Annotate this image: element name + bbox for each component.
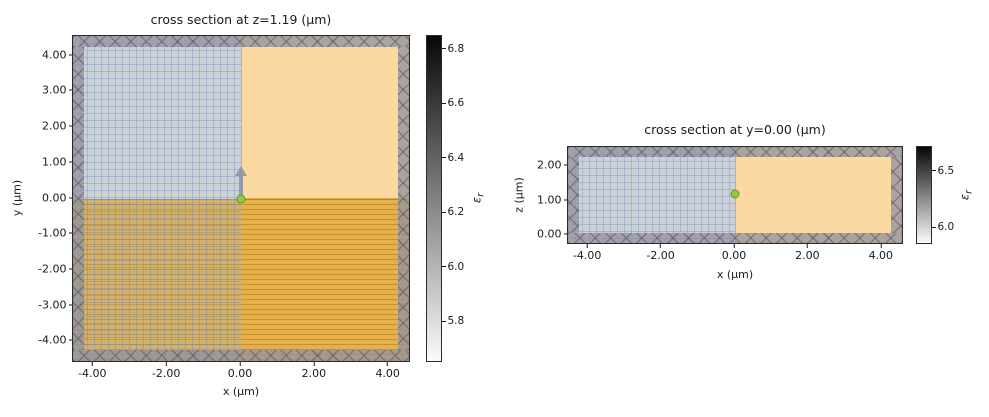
y-tick: 0.00: [537, 228, 567, 241]
plot-title: cross section at z=1.19 (μm): [150, 12, 332, 27]
y-tick: 4.00: [42, 48, 72, 61]
pml-boundary-top: [568, 147, 902, 157]
x-axis-label: x (μm): [222, 385, 260, 398]
y-tick: -3.00: [38, 298, 72, 311]
y-axis-ticks: 4.00 3.00 2.00 1.00 0.00 -1.00 -2.00 -3.00 -4.00: [12, 35, 72, 362]
epsilon-subscript: r: [963, 189, 975, 194]
colorbar-ticks: 6.5 6.0: [932, 146, 972, 244]
x-tick: 0.00: [228, 362, 252, 380]
x-tick: 4.00: [375, 362, 400, 380]
arrow-shaft: [239, 176, 243, 199]
x-tick: 2.00: [795, 244, 820, 262]
y-tick: 3.00: [42, 84, 72, 97]
x-axis-ticks: -4.00 -2.00 0.00 2.00 4.00: [72, 362, 410, 384]
pml-boundary-bottom: [568, 233, 902, 243]
x-tick: -4.00: [573, 244, 601, 262]
x-tick: -4.00: [78, 362, 107, 380]
colorbar: [916, 146, 932, 244]
x-tick: -2.00: [152, 362, 180, 380]
x-tick: -2.00: [646, 244, 675, 262]
y-tick: -2.00: [38, 262, 72, 275]
colorbar-label: εr: [957, 190, 974, 200]
pml-boundary-top: [73, 36, 409, 47]
y-tick: 1.00: [42, 155, 72, 168]
y-tick: 2.00: [537, 159, 567, 172]
x-tick: 2.00: [302, 362, 326, 380]
x-axis-ticks: -4.00 -2.00 0.00 2.00 4.00: [567, 244, 903, 266]
colorbar-tick: 6.5: [932, 165, 954, 177]
region-material-light: [241, 36, 409, 199]
mesh-grid-overlay: [568, 147, 735, 243]
mesh-grid-overlay: [73, 36, 241, 361]
region-background-mesh: [568, 147, 735, 243]
plot-area: [567, 146, 903, 244]
x-tick: 0.00: [722, 244, 746, 262]
pml-boundary-right: [398, 47, 409, 350]
pml-boundary-right: [891, 157, 902, 233]
z-axis-ticks: 2.00 1.00 0.00: [507, 146, 567, 244]
colorbar-ticks: 5.8 6.0 6.2 6.4 6.6 6.8: [442, 35, 482, 362]
x-axis-label: x (μm): [716, 268, 754, 281]
pml-boundary-bottom: [73, 350, 409, 361]
x-tick: 4.00: [869, 244, 893, 262]
region-material-light: [735, 147, 902, 243]
colorbar-tick: 6.8: [442, 43, 464, 55]
plot-area: [72, 35, 410, 362]
colorbar-tick: 6.4: [442, 152, 464, 164]
plot-title: cross section at y=0.00 (μm): [644, 122, 826, 137]
colorbar-tick: 6.2: [442, 206, 464, 218]
colorbar-tick: 6.6: [442, 97, 464, 109]
colorbar-tick: 5.8: [442, 315, 464, 327]
y-tick: 1.00: [537, 193, 567, 206]
y-tick: -1.00: [38, 227, 72, 240]
pml-boundary-left: [73, 47, 84, 350]
pml-boundary-left: [568, 157, 579, 233]
y-tick: -4.00: [38, 334, 72, 347]
source-marker: [730, 189, 740, 199]
region-background-mesh: [73, 36, 241, 199]
y-tick: 2.00: [42, 120, 72, 133]
colorbar-tick: 6.0: [442, 261, 464, 273]
region-material-hatched: [73, 198, 409, 361]
source-marker: [236, 194, 246, 203]
y-tick: 0.00: [42, 191, 72, 204]
colorbar-tick: 6.0: [932, 221, 954, 233]
source-direction-arrow: [235, 166, 247, 199]
epsilon-symbol: ε: [957, 193, 972, 201]
colorbar: [426, 35, 442, 362]
arrow-head-icon: [235, 166, 247, 177]
